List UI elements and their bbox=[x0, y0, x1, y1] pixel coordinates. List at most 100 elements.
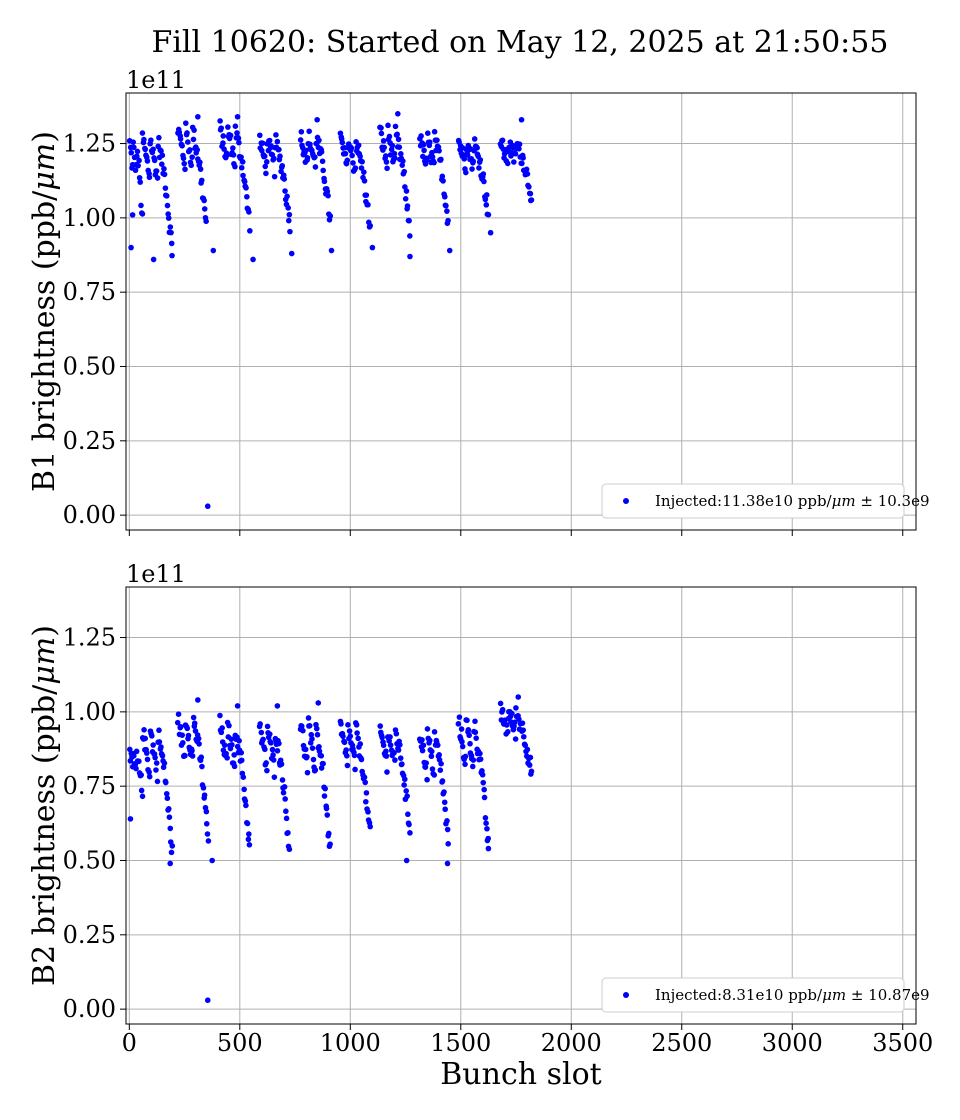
data-point bbox=[154, 175, 161, 181]
data-point bbox=[196, 741, 202, 747]
data-point bbox=[511, 159, 517, 165]
data-point bbox=[477, 750, 483, 757]
data-point bbox=[298, 723, 305, 729]
data-point bbox=[133, 765, 139, 772]
data-point bbox=[464, 717, 470, 724]
data-point bbox=[161, 171, 168, 178]
legend: Injected:11.38e10 ppb/μm ± 10.3e9 bbox=[601, 483, 930, 519]
data-point bbox=[269, 746, 276, 753]
data-point bbox=[230, 145, 236, 151]
data-point bbox=[418, 133, 424, 139]
data-point bbox=[352, 165, 359, 171]
data-point bbox=[179, 732, 186, 738]
data-point bbox=[194, 147, 201, 153]
data-point bbox=[241, 786, 247, 793]
data-point bbox=[440, 178, 446, 184]
data-point bbox=[485, 845, 492, 852]
data-point bbox=[242, 798, 249, 804]
data-point bbox=[274, 703, 281, 709]
data-point bbox=[480, 779, 487, 786]
data-point bbox=[139, 793, 146, 800]
data-point bbox=[499, 137, 506, 144]
data-point bbox=[328, 247, 335, 254]
data-point bbox=[472, 729, 479, 736]
data-point bbox=[150, 256, 157, 263]
x-tick-label: 1500 bbox=[430, 1029, 491, 1057]
data-point bbox=[424, 130, 431, 137]
data-point bbox=[434, 742, 441, 748]
data-point bbox=[156, 727, 162, 734]
y-tick-label: 1.00 bbox=[63, 204, 116, 232]
data-point bbox=[283, 815, 290, 822]
data-point bbox=[274, 747, 281, 754]
data-point bbox=[483, 202, 490, 208]
data-point bbox=[429, 766, 436, 772]
data-point bbox=[399, 162, 406, 168]
data-point bbox=[458, 726, 465, 732]
data-point bbox=[476, 165, 482, 171]
data-point bbox=[485, 211, 492, 218]
data-point bbox=[195, 697, 201, 703]
data-point bbox=[266, 137, 273, 144]
data-point bbox=[270, 752, 276, 758]
x-tick-label: 0 bbox=[122, 1029, 137, 1057]
data-point bbox=[177, 136, 184, 142]
data-point bbox=[201, 792, 208, 798]
data-point bbox=[204, 831, 211, 837]
data-point bbox=[310, 756, 317, 763]
data-point bbox=[348, 145, 355, 151]
data-point bbox=[158, 148, 164, 154]
data-point bbox=[429, 149, 435, 156]
data-point bbox=[128, 244, 134, 251]
data-point bbox=[220, 140, 226, 146]
data-point bbox=[351, 752, 358, 759]
data-point bbox=[220, 133, 227, 139]
data-point bbox=[394, 131, 400, 138]
data-point bbox=[180, 739, 186, 746]
data-point bbox=[407, 253, 413, 260]
data-point bbox=[243, 802, 249, 809]
x-tick-label: 500 bbox=[217, 1029, 263, 1057]
data-point bbox=[395, 111, 401, 117]
data-point bbox=[151, 157, 158, 164]
data-point bbox=[324, 812, 331, 818]
data-point bbox=[354, 730, 360, 736]
data-point bbox=[304, 769, 311, 776]
data-point bbox=[169, 843, 176, 849]
data-point bbox=[469, 763, 476, 770]
data-point bbox=[516, 716, 522, 722]
data-point bbox=[524, 171, 531, 177]
data-point bbox=[281, 176, 288, 182]
data-point bbox=[142, 735, 149, 742]
data-point bbox=[285, 205, 291, 211]
data-point bbox=[361, 178, 368, 184]
data-point bbox=[469, 166, 475, 172]
data-point bbox=[515, 694, 522, 700]
data-point bbox=[361, 774, 368, 781]
data-point bbox=[181, 160, 188, 167]
data-point bbox=[462, 753, 469, 760]
data-point bbox=[516, 145, 522, 152]
data-point bbox=[426, 139, 433, 145]
data-point bbox=[365, 201, 371, 208]
data-point bbox=[260, 736, 266, 743]
data-point bbox=[168, 240, 175, 247]
data-point bbox=[487, 229, 494, 236]
data-point bbox=[384, 769, 390, 775]
y-axis-label: B2 brightness (ppb/μm) bbox=[27, 625, 62, 986]
data-point bbox=[518, 116, 525, 123]
data-point bbox=[264, 767, 270, 774]
data-point bbox=[227, 132, 234, 139]
data-point bbox=[198, 177, 205, 184]
data-point bbox=[327, 841, 333, 847]
data-point bbox=[438, 760, 444, 767]
data-point bbox=[385, 122, 391, 129]
data-point bbox=[424, 726, 431, 732]
data-point bbox=[136, 157, 142, 164]
data-point bbox=[482, 815, 489, 821]
data-point bbox=[156, 739, 163, 745]
data-point bbox=[444, 826, 451, 833]
data-point bbox=[526, 184, 532, 190]
data-point bbox=[404, 793, 410, 799]
data-point bbox=[234, 703, 241, 709]
